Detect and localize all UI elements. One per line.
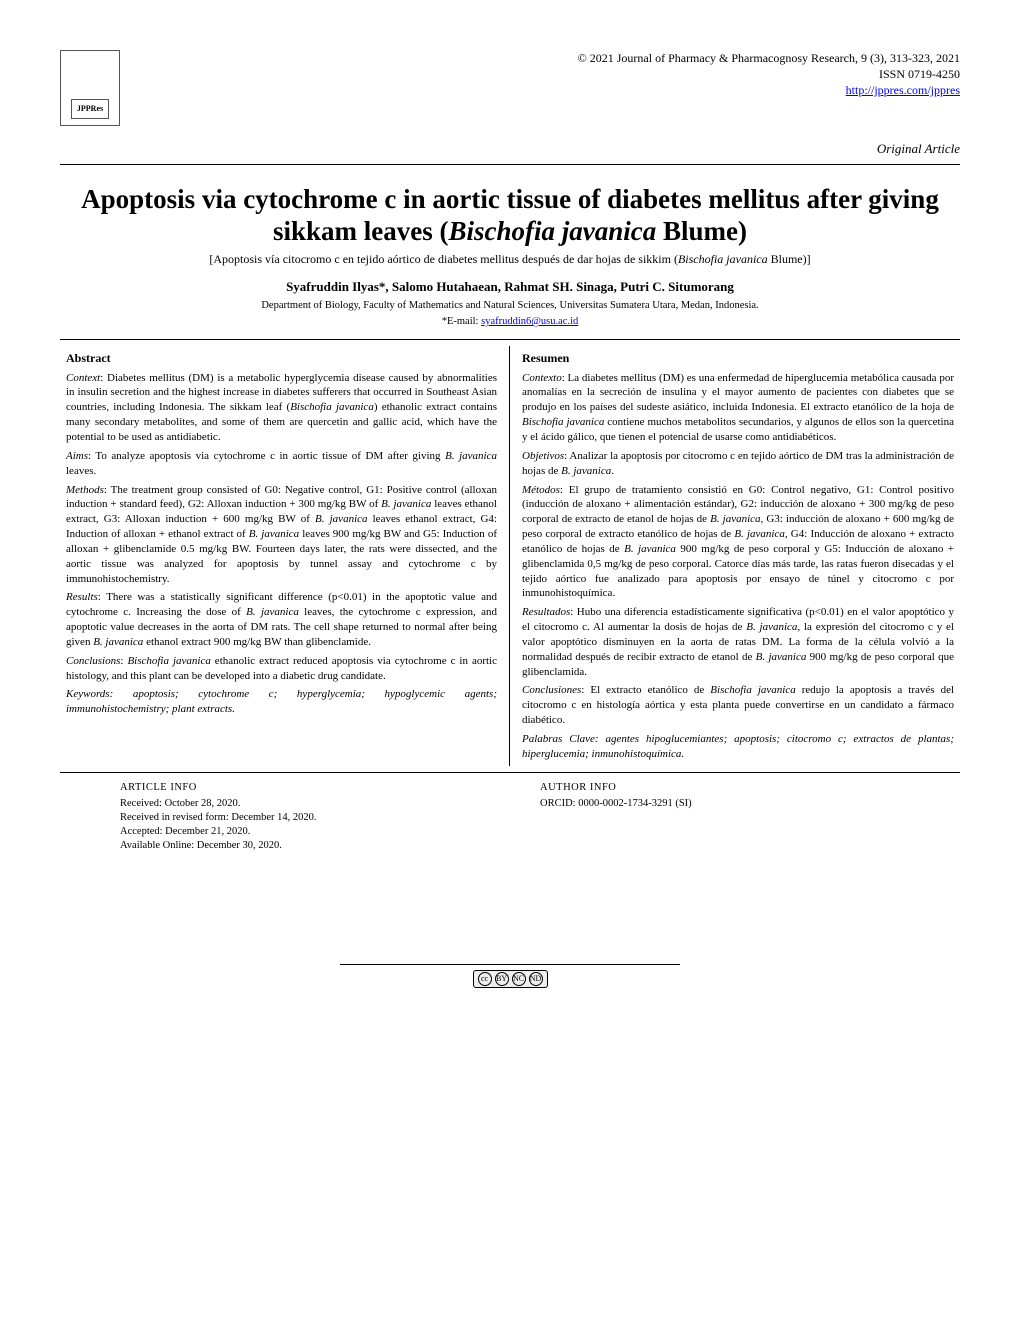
abstract-es-conclusions: Conclusiones: El extracto etanólico de B… — [522, 683, 954, 728]
cc-by-icon: BY — [495, 972, 509, 986]
abstract-es-heading: Resumen — [522, 350, 954, 366]
rule-abstract-top — [60, 339, 960, 340]
subtitle-es-pre: [Apoptosis vía citocromo c en tejido aór… — [209, 252, 678, 266]
abstract-en-heading: Abstract — [66, 350, 497, 366]
cc-nd-icon: ND — [529, 972, 543, 986]
email-label: *E-mail: — [442, 316, 481, 327]
abstract-en-context: Context: Diabetes mellitus (DM) is a met… — [66, 371, 497, 445]
info-row: ARTICLE INFO Received: October 28, 2020.… — [60, 781, 960, 854]
abstract-columns: Abstract Context: Diabetes mellitus (DM)… — [60, 346, 960, 765]
abstract-es-context: Contexto: La diabetes mellitus (DM) es u… — [522, 371, 954, 445]
journal-logo-text: JPPRes — [71, 99, 109, 119]
footer: cc BY NC ND — [60, 964, 960, 988]
abstract-es-results: Resultados: Hubo una diferencia estadíst… — [522, 605, 954, 679]
article-info-heading: ARTICLE INFO — [120, 781, 540, 795]
abstract-en: Abstract Context: Diabetes mellitus (DM)… — [60, 346, 510, 765]
abstract-es-aims: Objetivos: Analizar la apoptosis por cit… — [522, 449, 954, 479]
journal-logo: JPPRes — [60, 50, 120, 126]
subtitle-es-sci: Bischofia javanica — [678, 252, 768, 266]
article-info-revised: Received in revised form: December 14, 2… — [120, 811, 540, 825]
affiliation: Department of Biology, Faculty of Mathem… — [60, 299, 960, 313]
article-info-received: Received: October 28, 2020. — [120, 797, 540, 811]
rule-abstract-bottom — [60, 772, 960, 773]
abstract-en-results: Results: There was a statistically signi… — [66, 590, 497, 649]
corresponding-email: *E-mail: syafruddin6@usu.ac.id — [60, 315, 960, 329]
abstract-en-aims: Aims: To analyze apoptosis via cytochrom… — [66, 449, 497, 479]
journal-line: © 2021 Journal of Pharmacy & Pharmacogno… — [578, 50, 960, 66]
author-info: AUTHOR INFO ORCID: 0000-0002-1734-3291 (… — [540, 781, 960, 854]
subtitle-es-post: Blume)] — [768, 252, 811, 266]
footer-rule — [340, 964, 680, 965]
cc-cc-icon: cc — [478, 972, 492, 986]
abstract-en-keywords: Keywords: apoptosis; cytochrome c; hyper… — [66, 687, 497, 717]
cc-license-icon: cc BY NC ND — [473, 970, 548, 988]
issn: ISSN 0719-4250 — [578, 66, 960, 82]
article-subtitle-es: [Apoptosis vía citocromo c en tejido aór… — [60, 251, 960, 267]
abstract-es-methods: Métodos: El grupo de tratamiento consist… — [522, 483, 954, 602]
article-type: Original Article — [60, 140, 960, 158]
article-info-accepted: Accepted: December 21, 2020. — [120, 825, 540, 839]
abstract-en-methods: Methods: The treatment group consisted o… — [66, 483, 497, 587]
journal-url[interactable]: http://jppres.com/jppres — [846, 83, 960, 97]
rule-top — [60, 164, 960, 165]
authors: Syafruddin Ilyas*, Salomo Hutahaean, Rah… — [60, 278, 960, 296]
cc-nc-icon: NC — [512, 972, 526, 986]
author-info-orcid: ORCID: 0000-0002-1734-3291 (SI) — [540, 797, 960, 811]
title-sci: Bischofia javanica — [449, 216, 657, 246]
email-link[interactable]: syafruddin6@usu.ac.id — [481, 316, 578, 327]
article-info-online: Available Online: December 30, 2020. — [120, 839, 540, 853]
author-info-heading: AUTHOR INFO — [540, 781, 960, 795]
article-title: Apoptosis via cytochrome c in aortic tis… — [60, 183, 960, 248]
header: JPPRes © 2021 Journal of Pharmacy & Phar… — [60, 50, 960, 126]
abstract-es-keywords: Palabras Clave: agentes hipoglucemiantes… — [522, 732, 954, 762]
abstract-es: Resumen Contexto: La diabetes mellitus (… — [510, 346, 960, 765]
abstract-en-conclusions: Conclusions: Bischofia javanica ethanoli… — [66, 654, 497, 684]
article-info: ARTICLE INFO Received: October 28, 2020.… — [60, 781, 540, 854]
title-post: Blume) — [656, 216, 747, 246]
header-meta: © 2021 Journal of Pharmacy & Pharmacogno… — [578, 50, 960, 99]
